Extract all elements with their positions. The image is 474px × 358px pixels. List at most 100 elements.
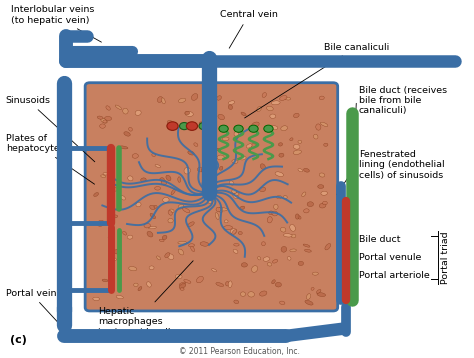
Ellipse shape [167, 120, 173, 124]
Ellipse shape [232, 229, 237, 235]
Circle shape [219, 125, 228, 132]
Text: Interlobular veins
(to hepatic vein): Interlobular veins (to hepatic vein) [11, 5, 101, 42]
Ellipse shape [241, 263, 247, 267]
Ellipse shape [224, 220, 228, 223]
Ellipse shape [262, 93, 266, 97]
Ellipse shape [270, 114, 276, 118]
Ellipse shape [260, 164, 265, 169]
Ellipse shape [246, 144, 252, 148]
Text: Portal arteriole: Portal arteriole [359, 271, 429, 280]
Ellipse shape [234, 132, 238, 136]
Ellipse shape [295, 214, 299, 219]
Ellipse shape [279, 153, 284, 157]
Ellipse shape [252, 266, 258, 272]
Ellipse shape [230, 229, 237, 234]
Ellipse shape [101, 175, 106, 178]
Ellipse shape [229, 181, 234, 185]
Circle shape [234, 125, 243, 132]
Ellipse shape [219, 166, 223, 170]
Ellipse shape [128, 127, 132, 131]
Ellipse shape [188, 222, 194, 227]
Ellipse shape [106, 106, 110, 110]
Ellipse shape [234, 300, 239, 304]
Ellipse shape [290, 138, 293, 141]
Ellipse shape [182, 208, 190, 213]
Ellipse shape [228, 101, 235, 105]
Ellipse shape [281, 246, 287, 252]
Ellipse shape [233, 194, 238, 199]
Ellipse shape [232, 160, 238, 163]
Ellipse shape [180, 288, 184, 290]
Ellipse shape [312, 272, 319, 275]
Ellipse shape [307, 202, 313, 207]
Ellipse shape [283, 234, 292, 237]
Ellipse shape [132, 154, 138, 158]
Ellipse shape [114, 250, 122, 254]
Ellipse shape [196, 276, 203, 283]
Ellipse shape [223, 226, 233, 229]
Ellipse shape [160, 178, 164, 181]
Ellipse shape [278, 143, 283, 146]
Ellipse shape [317, 292, 326, 296]
Ellipse shape [178, 98, 186, 103]
Ellipse shape [232, 189, 237, 193]
Ellipse shape [317, 290, 321, 293]
Ellipse shape [262, 242, 265, 246]
Ellipse shape [108, 257, 114, 262]
Ellipse shape [129, 266, 137, 271]
Ellipse shape [216, 207, 221, 212]
Ellipse shape [272, 101, 280, 105]
Ellipse shape [100, 124, 105, 128]
Ellipse shape [161, 180, 167, 185]
Circle shape [249, 125, 258, 132]
Ellipse shape [319, 96, 324, 100]
Ellipse shape [321, 191, 328, 195]
Ellipse shape [175, 275, 182, 279]
Ellipse shape [144, 223, 150, 228]
Ellipse shape [168, 254, 174, 260]
Ellipse shape [324, 143, 328, 146]
Ellipse shape [293, 150, 301, 154]
Ellipse shape [159, 239, 164, 242]
Ellipse shape [316, 124, 321, 130]
Text: Fenestrated
lining (endothelial
cells) of sinusoids: Fenestrated lining (endothelial cells) o… [359, 150, 444, 180]
Ellipse shape [185, 111, 193, 116]
Ellipse shape [134, 283, 138, 286]
Ellipse shape [178, 177, 181, 182]
Ellipse shape [118, 272, 121, 276]
Ellipse shape [155, 187, 161, 190]
Ellipse shape [162, 235, 167, 240]
Ellipse shape [228, 281, 232, 287]
Ellipse shape [188, 151, 194, 155]
Ellipse shape [304, 209, 309, 213]
Text: © 2011 Pearson Education, Inc.: © 2011 Pearson Education, Inc. [179, 347, 300, 356]
Ellipse shape [97, 220, 104, 226]
Ellipse shape [285, 97, 291, 100]
Ellipse shape [290, 224, 295, 231]
Ellipse shape [157, 97, 163, 102]
Ellipse shape [217, 96, 221, 100]
Ellipse shape [148, 227, 156, 229]
Ellipse shape [298, 140, 302, 143]
Ellipse shape [102, 279, 108, 282]
Ellipse shape [323, 201, 327, 205]
Ellipse shape [240, 292, 246, 296]
Ellipse shape [147, 231, 153, 237]
Ellipse shape [112, 215, 118, 218]
Ellipse shape [280, 96, 287, 100]
Circle shape [203, 189, 215, 198]
Ellipse shape [162, 98, 165, 104]
Ellipse shape [201, 168, 207, 172]
Ellipse shape [108, 233, 114, 238]
Ellipse shape [217, 155, 224, 160]
Ellipse shape [127, 235, 133, 239]
Ellipse shape [238, 232, 242, 234]
Ellipse shape [305, 300, 313, 305]
Ellipse shape [217, 148, 220, 151]
Ellipse shape [252, 122, 259, 127]
Ellipse shape [141, 178, 146, 182]
Ellipse shape [280, 301, 285, 305]
Ellipse shape [94, 193, 99, 197]
Circle shape [167, 122, 178, 130]
Ellipse shape [178, 249, 183, 255]
